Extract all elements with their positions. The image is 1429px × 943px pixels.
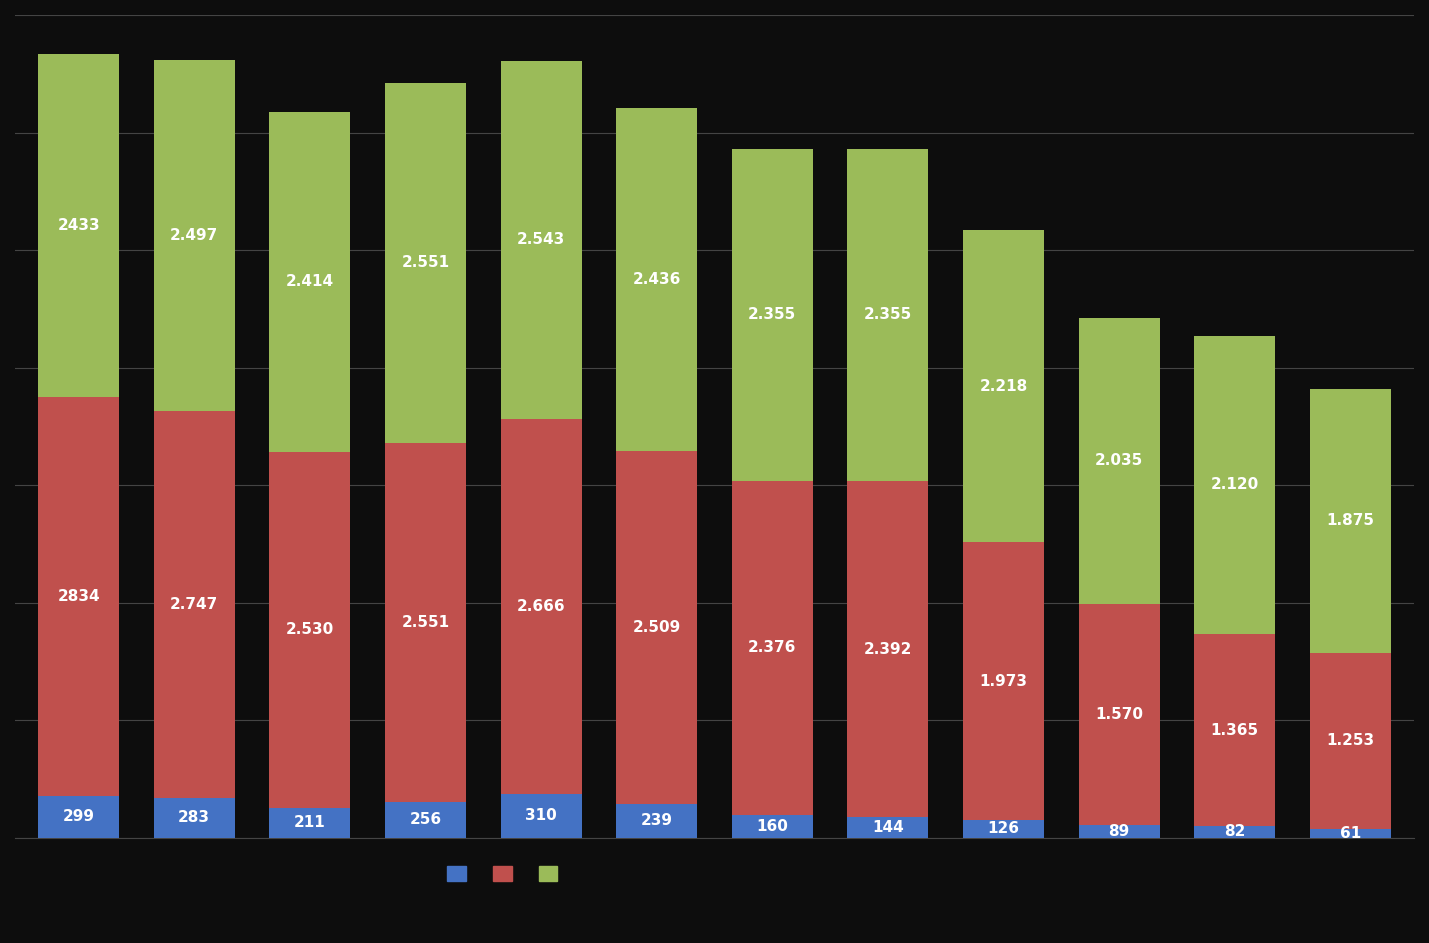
Text: 2.392: 2.392	[863, 641, 912, 656]
Bar	[616, 804, 697, 837]
Bar	[269, 452, 350, 808]
Bar	[963, 230, 1045, 542]
Bar	[500, 60, 582, 419]
Text: 1.973: 1.973	[979, 673, 1027, 688]
Text: 2.355: 2.355	[749, 307, 796, 323]
Text: 2.414: 2.414	[286, 274, 334, 290]
Text: 256: 256	[409, 812, 442, 827]
Text: 2.035: 2.035	[1095, 454, 1143, 469]
Text: 2.436: 2.436	[633, 272, 680, 287]
Text: 89: 89	[1109, 824, 1130, 839]
Bar	[500, 419, 582, 794]
Bar	[1310, 653, 1390, 829]
Legend: , , : , ,	[442, 859, 569, 887]
Bar	[269, 808, 350, 837]
Text: 61: 61	[1340, 826, 1360, 841]
Bar	[154, 798, 234, 837]
Text: 144: 144	[872, 820, 903, 835]
Text: 299: 299	[63, 809, 94, 824]
Bar	[1310, 389, 1390, 653]
Bar	[500, 794, 582, 837]
Bar	[732, 149, 813, 481]
Text: 2433: 2433	[57, 218, 100, 233]
Text: 2.551: 2.551	[402, 256, 450, 271]
Bar	[963, 542, 1045, 819]
Text: 2834: 2834	[57, 588, 100, 604]
Text: 1.570: 1.570	[1095, 707, 1143, 722]
Text: 2.218: 2.218	[979, 378, 1027, 393]
Text: 2.747: 2.747	[170, 597, 219, 612]
Text: 1.875: 1.875	[1326, 513, 1375, 528]
Text: 2.376: 2.376	[749, 640, 796, 655]
Text: 283: 283	[179, 810, 210, 825]
Bar	[269, 112, 350, 452]
Text: 239: 239	[640, 814, 673, 828]
Text: 82: 82	[1225, 824, 1246, 839]
Bar	[847, 149, 929, 481]
Text: 2.551: 2.551	[402, 615, 450, 630]
Bar	[1195, 826, 1275, 837]
Bar	[1079, 318, 1160, 604]
Text: 126: 126	[987, 821, 1019, 836]
Bar	[384, 802, 466, 837]
Bar	[963, 819, 1045, 837]
Bar	[616, 451, 697, 804]
Text: 1.365: 1.365	[1210, 722, 1259, 737]
Bar	[847, 818, 929, 837]
Bar	[39, 397, 119, 796]
Text: 2.497: 2.497	[170, 228, 219, 243]
Bar	[616, 108, 697, 451]
Bar	[1079, 604, 1160, 825]
Bar	[154, 411, 234, 798]
Bar	[847, 481, 929, 818]
Bar	[384, 83, 466, 442]
Bar	[154, 59, 234, 411]
Bar	[1195, 336, 1275, 634]
Text: 2.120: 2.120	[1210, 477, 1259, 492]
Bar	[1310, 829, 1390, 837]
Bar	[1079, 825, 1160, 837]
Text: 2.355: 2.355	[863, 307, 912, 323]
Bar	[732, 481, 813, 815]
Bar	[1195, 634, 1275, 826]
Text: 1.253: 1.253	[1326, 734, 1375, 749]
Text: 2.509: 2.509	[633, 620, 680, 635]
Text: 310: 310	[526, 808, 557, 823]
Bar	[39, 54, 119, 397]
Text: 211: 211	[294, 816, 326, 830]
Text: 2.666: 2.666	[517, 599, 566, 614]
Text: 2.543: 2.543	[517, 232, 566, 247]
Bar	[384, 442, 466, 802]
Bar	[39, 796, 119, 837]
Text: 2.530: 2.530	[286, 622, 334, 637]
Bar	[732, 815, 813, 837]
Text: 160: 160	[756, 819, 789, 834]
